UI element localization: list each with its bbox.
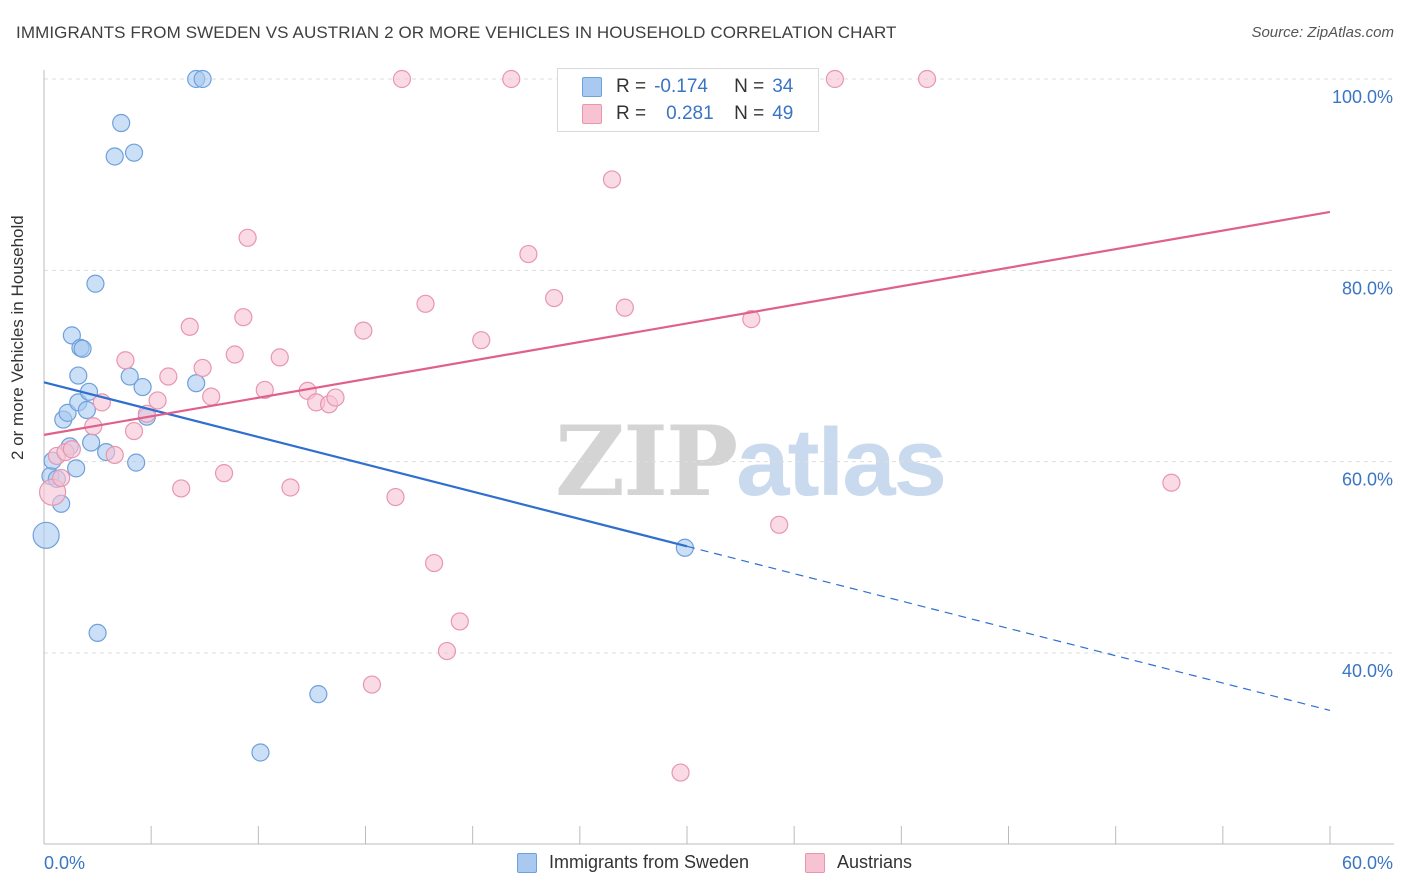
austrians-point: [148, 391, 167, 410]
legend-n-value-austrians: 49: [772, 103, 794, 124]
austrians-point: [825, 69, 844, 89]
austrians-point: [172, 479, 191, 498]
austrians-point: [615, 298, 634, 317]
austrians-point: [362, 675, 382, 694]
legend-item-sweden: Immigrants from Sweden: [517, 852, 749, 873]
sweden-point: [193, 69, 212, 89]
sweden-point: [86, 274, 105, 293]
sweden-point: [309, 685, 328, 704]
austrians-point: [62, 440, 81, 459]
austrians-point: [124, 421, 144, 441]
austrians-trend-line: [43, 210, 1331, 436]
sweden-point: [67, 459, 86, 478]
austrians-point: [472, 331, 491, 350]
legend-r-value-sweden: -0.174: [654, 76, 708, 97]
austrians-point: [917, 69, 937, 89]
sweden-point: [112, 113, 131, 133]
austrians-point: [281, 478, 300, 497]
sweden-point: [32, 521, 60, 549]
austrians-point: [386, 487, 405, 507]
source-label: Source: ZipAtlas.com: [1251, 24, 1394, 41]
austrians-point: [671, 763, 690, 782]
x-tick-label: 60.0%: [1342, 853, 1393, 873]
austrians-point: [116, 351, 135, 370]
legend-r-value-austrians: 0.281: [666, 103, 714, 124]
chart-title: IMMIGRANTS FROM SWEDEN VS AUSTRIAN 2 OR …: [16, 23, 897, 42]
x-tick-label: 0.0%: [44, 853, 85, 873]
austrians-point: [602, 170, 622, 189]
austrians-point: [270, 348, 289, 367]
austrians-point: [193, 358, 212, 378]
sweden-point: [62, 326, 81, 345]
legend-row-austrians: R = 0.281 N = 49: [582, 101, 793, 127]
austrians-point: [202, 387, 221, 406]
austrians-point: [354, 321, 373, 340]
austrians-point: [424, 553, 444, 573]
series-legend: Immigrants from Sweden Austrians: [0, 852, 1406, 878]
y-tick-label: 100.0%: [1332, 87, 1393, 107]
austrians-point: [180, 317, 199, 336]
legend-swatch-austrians: [805, 852, 825, 873]
legend-swatch-austrians: [582, 104, 602, 124]
austrians-point: [234, 308, 253, 327]
austrians-point: [214, 464, 234, 483]
y-tick-label: 80.0%: [1342, 278, 1393, 298]
austrians-point: [450, 612, 469, 631]
sweden-point: [187, 374, 206, 393]
austrians-point: [392, 69, 412, 89]
sweden-point: [133, 377, 152, 397]
sweden-point: [88, 623, 107, 643]
y-tick-label: 60.0%: [1342, 470, 1393, 490]
legend-n-label: N =: [734, 103, 765, 124]
austrians-point: [1162, 473, 1181, 492]
austrians-point: [159, 367, 178, 386]
legend-r-label: R =: [616, 76, 647, 97]
sweden-point: [77, 400, 96, 420]
sweden-point: [127, 453, 146, 472]
legend-item-austrians: Austrians: [805, 852, 912, 873]
legend-swatch-sweden: [582, 77, 602, 97]
legend-n-label: N =: [734, 76, 765, 97]
austrians-point: [770, 515, 789, 534]
austrians-point: [519, 244, 538, 264]
y-axis-label: 2 or more Vehicles in Household: [8, 215, 27, 460]
legend-n-value-sweden: 34: [772, 76, 794, 97]
legend-swatch-sweden: [517, 852, 537, 873]
sweden-trend-line-dashed: [686, 545, 1331, 711]
y-tick-label: 40.0%: [1342, 661, 1393, 681]
sweden-point: [73, 339, 92, 358]
watermark: ZIPatlas: [555, 405, 947, 518]
stats-legend: R = -0.174 N = 34 R = 0.281 N = 49: [557, 68, 819, 132]
sweden-point: [251, 743, 270, 762]
austrians-point: [437, 641, 457, 661]
sweden-point: [82, 433, 101, 452]
austrians-point: [326, 388, 345, 407]
sweden-point: [105, 147, 124, 166]
austrians-point: [416, 294, 435, 313]
austrians-point: [238, 228, 257, 247]
austrians-point: [52, 468, 71, 488]
austrians-point: [255, 380, 274, 400]
austrians-point: [742, 310, 761, 329]
legend-row-sweden: R = -0.174 N = 34: [582, 74, 793, 100]
sweden-trend-line: [43, 381, 688, 548]
austrians-point: [545, 288, 564, 308]
austrians-point: [105, 445, 124, 465]
legend-label-sweden: Immigrants from Sweden: [549, 852, 750, 872]
austrians-point: [225, 345, 244, 364]
sweden-point: [69, 366, 88, 385]
austrians-point: [502, 69, 521, 89]
legend-label-austrians: Austrians: [837, 852, 913, 872]
sweden-point: [124, 143, 144, 162]
legend-r-label: R =: [616, 103, 647, 124]
watermark-atlas: atlas: [736, 409, 947, 516]
